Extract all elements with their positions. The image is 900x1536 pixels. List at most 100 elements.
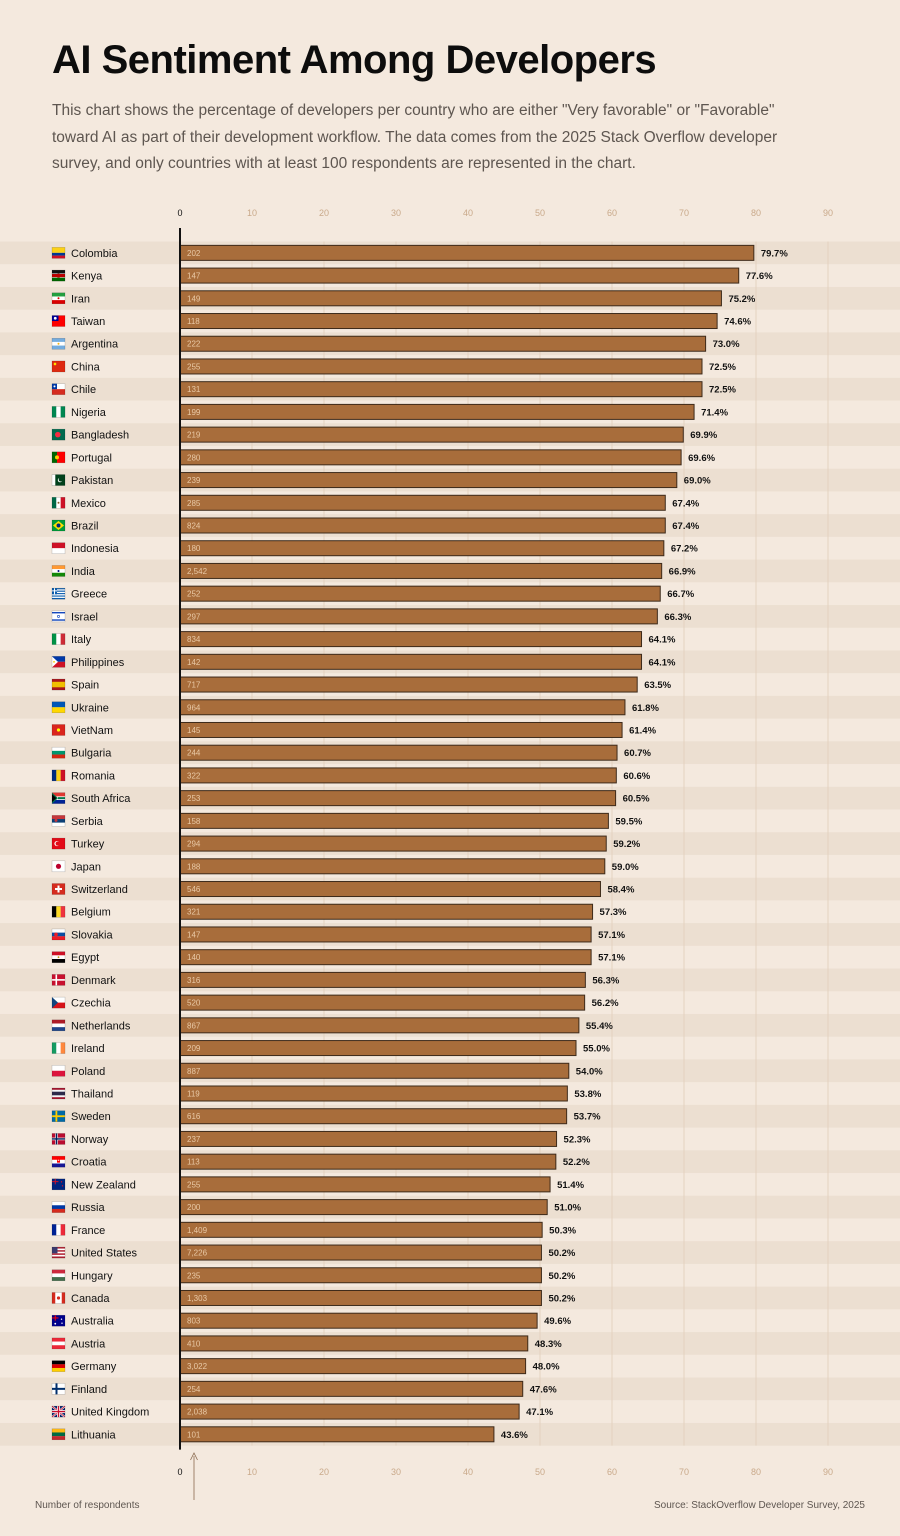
respondents-label: 964 [187, 703, 201, 712]
respondents-label: 113 [187, 1158, 200, 1167]
respondents-label: 285 [187, 499, 201, 508]
philippines-flag-icon [51, 656, 66, 668]
bar-austria [179, 1335, 529, 1352]
bar-vietnam [179, 721, 623, 738]
bulgaria-flag-icon [51, 746, 66, 759]
bar-germany [179, 1358, 527, 1375]
bar-colombia [179, 244, 755, 261]
value-label: 56.3% [592, 975, 619, 986]
respondents-annotation: Number of respondents [35, 1500, 140, 1511]
brazil-flag-icon [51, 519, 66, 532]
value-label: 48.0% [533, 1362, 560, 1373]
respondents-label: 867 [187, 1021, 201, 1030]
country-label: Turkey [71, 839, 105, 851]
respondents-label: 202 [187, 249, 201, 258]
x-tick-label-bottom: 20 [319, 1467, 329, 1477]
value-label: 48.3% [535, 1339, 562, 1350]
respondents-label: 520 [187, 999, 201, 1008]
respondents-label: 3,022 [187, 1362, 208, 1371]
value-label: 59.0% [612, 862, 639, 873]
mexico-flag-icon [51, 497, 66, 509]
country-label: Egypt [71, 952, 99, 964]
belgium-flag-icon [51, 905, 66, 918]
indonesia-flag-icon [51, 542, 66, 554]
country-label: Romania [71, 770, 116, 782]
x-tick-label-bottom: 0 [177, 1467, 182, 1477]
respondents-label: 200 [187, 1203, 201, 1212]
chart-title: AI Sentiment Among Developers [52, 38, 657, 82]
value-label: 60.6% [623, 771, 650, 782]
respondents-label: 280 [187, 453, 201, 462]
respondents-label: 237 [187, 1135, 201, 1144]
bar-portugal [179, 449, 682, 466]
country-label: Australia [71, 1316, 115, 1328]
x-tick-label-top: 10 [247, 208, 257, 218]
country-label: Czechia [71, 998, 112, 1010]
x-tick-label-top: 70 [679, 208, 689, 218]
country-label: Argentina [71, 339, 119, 351]
respondents-label: 119 [187, 1090, 200, 1099]
respondents-label: 252 [187, 590, 201, 599]
serbia-flag-icon [51, 815, 66, 827]
value-label: 51.0% [554, 1203, 581, 1214]
value-label: 43.6% [501, 1430, 528, 1441]
value-label: 69.6% [688, 453, 715, 464]
bar-philippines [179, 653, 643, 670]
value-label: 52.3% [564, 1134, 591, 1145]
respondents-label: 199 [187, 408, 201, 417]
value-label: 47.6% [530, 1384, 557, 1395]
country-label: India [71, 566, 96, 578]
croatia-flag-icon [51, 1155, 66, 1168]
value-label: 60.7% [624, 748, 651, 759]
respondents-label: 142 [187, 658, 201, 667]
x-tick-label-bottom: 60 [607, 1467, 617, 1477]
respondents-label: 255 [187, 1180, 201, 1189]
country-label: United Kingdom [71, 1407, 149, 1419]
country-label: Kenya [71, 271, 103, 283]
country-label: Norway [71, 1134, 109, 1146]
country-label: Bangladesh [71, 430, 129, 442]
country-label: Russia [71, 1202, 106, 1214]
country-label: South Africa [71, 793, 131, 805]
united-states-flag-icon [51, 1246, 66, 1259]
value-label: 50.2% [548, 1248, 575, 1259]
respondents-label: 2,038 [187, 1408, 208, 1417]
bar-denmark [179, 971, 586, 988]
bar-greece [179, 585, 661, 602]
country-label: Croatia [71, 1157, 107, 1169]
value-label: 57.1% [598, 930, 625, 941]
country-label: Sweden [71, 1111, 111, 1123]
value-label: 50.3% [549, 1225, 576, 1236]
x-tick-label-bottom: 80 [751, 1467, 761, 1477]
annotation-arrow-line [193, 1456, 195, 1500]
value-label: 72.5% [709, 385, 736, 396]
country-label: Ukraine [71, 702, 109, 714]
respondents-label: 297 [187, 612, 201, 621]
value-label: 77.6% [746, 271, 773, 282]
x-tick-label-top: 30 [391, 208, 401, 218]
respondents-label: 316 [187, 976, 201, 985]
x-tick-label-top: 20 [319, 208, 329, 218]
bar-hungary [179, 1267, 542, 1284]
source-note: Source: StackOverflow Developer Survey, … [653, 1500, 865, 1511]
lithuania-flag-icon [51, 1428, 66, 1441]
argentina-flag-icon [51, 337, 66, 350]
country-label: United States [71, 1248, 138, 1260]
bar-sweden [179, 1108, 568, 1125]
bar-iran [179, 290, 722, 307]
respondents-label: 209 [187, 1044, 201, 1053]
value-label: 55.0% [583, 1044, 610, 1055]
value-label: 54.0% [576, 1066, 603, 1077]
value-label: 51.4% [557, 1180, 584, 1191]
value-label: 72.5% [709, 362, 736, 373]
country-label: Greece [71, 589, 107, 601]
bar-united-states [179, 1244, 542, 1261]
india-flag-icon [51, 565, 66, 577]
country-label: New Zealand [71, 1179, 136, 1191]
country-label: Canada [71, 1293, 110, 1305]
x-tick-label-bottom: 10 [247, 1467, 257, 1477]
respondents-label: 131 [187, 385, 201, 394]
respondents-label: 410 [187, 1339, 201, 1348]
switzerland-flag-icon [51, 883, 66, 895]
country-label: Slovakia [71, 929, 113, 941]
